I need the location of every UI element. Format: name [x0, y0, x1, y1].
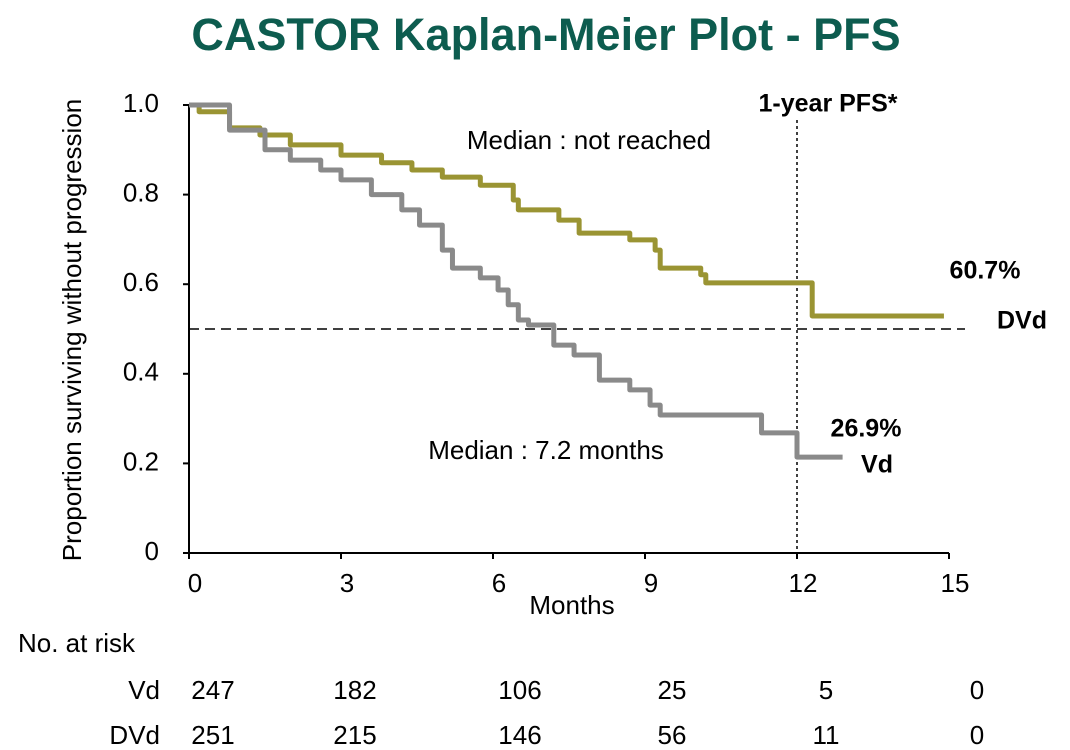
y-tick-label: 0 [145, 536, 159, 566]
risk-count: 182 [333, 675, 376, 705]
risk-count: 0 [970, 675, 984, 705]
annotation: Median : not reached [467, 125, 711, 155]
annotation: 26.9% [831, 415, 902, 443]
risk-count: 215 [333, 720, 376, 750]
risk-count: 56 [658, 720, 687, 750]
y-tick-label: 1.0 [123, 88, 159, 118]
annotation: 1-year PFS* [759, 90, 898, 118]
x-axis-label: Months [529, 590, 614, 620]
x-tick-label: 15 [941, 568, 970, 598]
risk-count: 11 [813, 720, 840, 750]
x-tick-label: 12 [789, 568, 818, 598]
x-tick-label: 6 [492, 568, 506, 598]
risk-count: 251 [191, 720, 234, 750]
risk-count: 25 [658, 675, 687, 705]
y-tick-label: 0.4 [123, 357, 159, 387]
risk-count: 247 [191, 675, 234, 705]
x-tick-label: 9 [644, 568, 658, 598]
y-axis-label: Proportion surviving without progression [57, 99, 87, 561]
risk-row-name: DVd [109, 720, 160, 750]
x-tick-label: 0 [188, 568, 202, 598]
y-tick-label: 0.8 [123, 177, 159, 207]
risk-count: 106 [498, 675, 541, 705]
risk-count: 146 [498, 720, 541, 750]
risk-count: 0 [970, 720, 984, 750]
survival-curve [189, 102, 944, 319]
y-tick-label: 0.6 [123, 267, 159, 297]
annotation: Median : 7.2 months [428, 435, 664, 465]
x-tick-label: 3 [340, 568, 354, 598]
annotation: Vd [861, 451, 893, 479]
risk-count: 5 [819, 675, 833, 705]
chart-title: CASTOR Kaplan-Meier Plot - PFS [191, 9, 900, 60]
survival-curve [189, 102, 843, 460]
annotation: DVd [997, 307, 1047, 335]
risk-table-title: No. at risk [18, 628, 136, 658]
annotation: 60.7% [950, 257, 1021, 285]
risk-row-name: Vd [128, 675, 160, 705]
y-tick-label: 0.2 [123, 446, 159, 476]
